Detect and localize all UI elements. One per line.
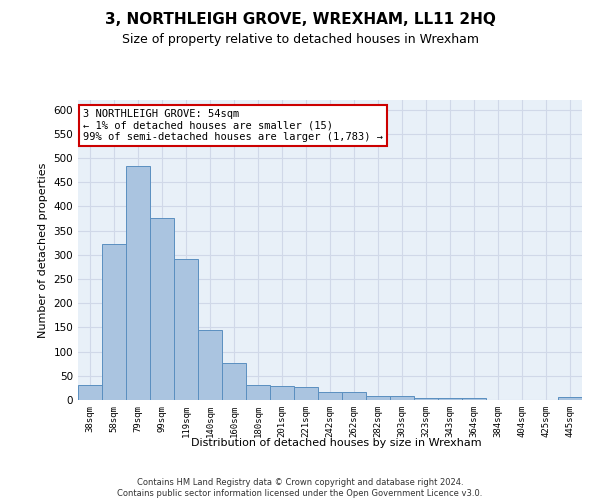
Bar bbox=[414, 398, 438, 400]
Bar bbox=[342, 392, 366, 400]
Bar bbox=[294, 387, 318, 400]
Bar bbox=[462, 398, 486, 400]
Bar bbox=[174, 259, 198, 400]
Bar bbox=[366, 396, 390, 400]
Bar bbox=[438, 398, 462, 400]
Bar bbox=[318, 392, 342, 400]
Y-axis label: Number of detached properties: Number of detached properties bbox=[38, 162, 48, 338]
Bar bbox=[246, 384, 270, 400]
Bar bbox=[270, 386, 294, 400]
Bar bbox=[126, 166, 150, 400]
Text: 3, NORTHLEIGH GROVE, WREXHAM, LL11 2HQ: 3, NORTHLEIGH GROVE, WREXHAM, LL11 2HQ bbox=[104, 12, 496, 28]
Bar bbox=[78, 384, 102, 400]
Bar bbox=[222, 363, 246, 400]
Bar bbox=[150, 218, 174, 400]
Bar bbox=[390, 396, 414, 400]
Text: Distribution of detached houses by size in Wrexham: Distribution of detached houses by size … bbox=[191, 438, 481, 448]
Bar bbox=[558, 397, 582, 400]
Text: 3 NORTHLEIGH GROVE: 54sqm
← 1% of detached houses are smaller (15)
99% of semi-d: 3 NORTHLEIGH GROVE: 54sqm ← 1% of detach… bbox=[83, 109, 383, 142]
Bar bbox=[198, 330, 222, 400]
Text: Contains HM Land Registry data © Crown copyright and database right 2024.
Contai: Contains HM Land Registry data © Crown c… bbox=[118, 478, 482, 498]
Bar bbox=[102, 244, 126, 400]
Text: Size of property relative to detached houses in Wrexham: Size of property relative to detached ho… bbox=[121, 32, 479, 46]
